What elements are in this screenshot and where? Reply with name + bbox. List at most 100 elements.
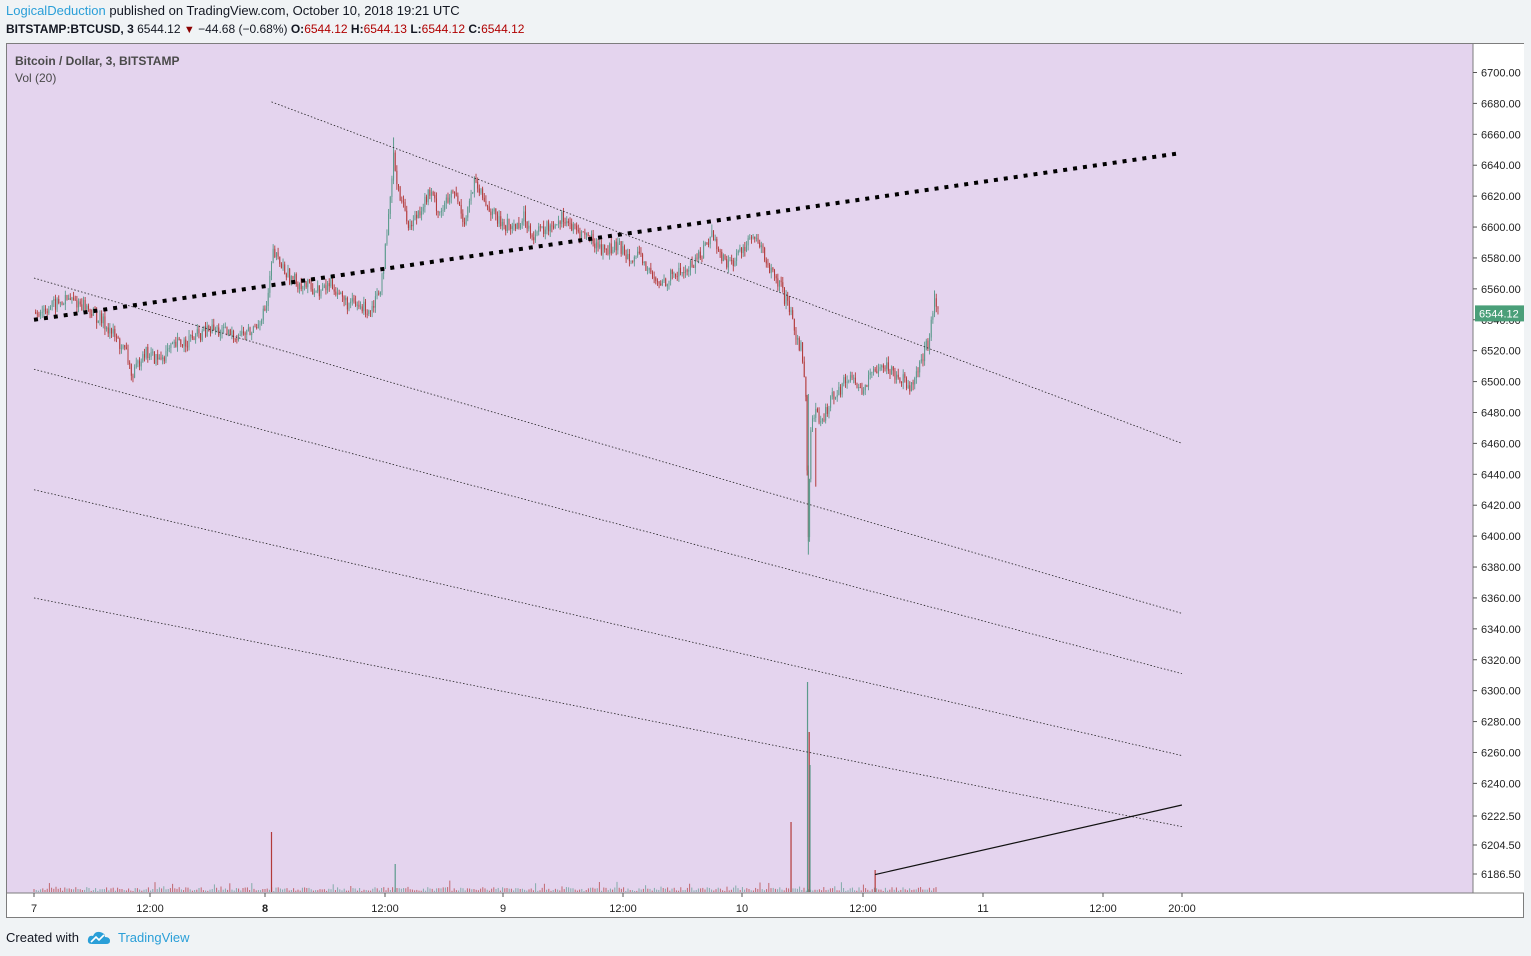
- candle-body: [810, 430, 812, 480]
- candle-body: [524, 211, 526, 222]
- candle-body: [462, 213, 464, 223]
- candle-body: [590, 233, 592, 239]
- candle-body: [340, 292, 342, 295]
- candle-body: [788, 300, 790, 312]
- created-with-label: Created with: [6, 930, 79, 945]
- time-tick-label: 7: [31, 903, 37, 915]
- candle-body: [233, 330, 235, 339]
- candle-body: [125, 347, 127, 350]
- candle-body: [851, 375, 853, 378]
- candle-body: [140, 361, 142, 367]
- candle-body: [473, 178, 475, 193]
- candle-body: [666, 284, 668, 287]
- price-tick-label: 6300.00: [1481, 686, 1521, 698]
- candle-body: [167, 348, 169, 352]
- candle-body: [69, 298, 71, 300]
- candle-body: [381, 273, 383, 293]
- candle-body: [777, 278, 779, 287]
- candle-body: [467, 207, 469, 218]
- candle-body: [633, 256, 635, 262]
- low-label: L:: [410, 22, 422, 36]
- candle-body: [551, 225, 553, 227]
- candle-body: [421, 211, 423, 216]
- candle-body: [228, 329, 230, 335]
- candle-body: [882, 365, 884, 368]
- candle-body: [208, 325, 210, 332]
- candle-body: [435, 198, 437, 211]
- candle-body: [869, 372, 871, 376]
- candle-body: [404, 202, 406, 211]
- candle-body: [574, 224, 576, 226]
- candle-body: [752, 236, 754, 238]
- candle-body: [518, 222, 520, 229]
- candle-body: [937, 306, 939, 309]
- candle-body: [521, 221, 523, 225]
- candle-body: [328, 283, 330, 287]
- price-tick-label: 6280.00: [1481, 717, 1521, 729]
- candle-body: [531, 235, 533, 238]
- candle-body: [440, 210, 442, 212]
- candle-body: [538, 226, 540, 232]
- candle-body: [148, 356, 150, 358]
- candle-body: [315, 291, 317, 293]
- candle-body: [139, 360, 141, 367]
- candle-body: [815, 408, 817, 418]
- candle-body: [399, 186, 401, 201]
- candle-body: [559, 221, 561, 224]
- candle-body: [186, 346, 188, 348]
- candle-body: [508, 218, 510, 225]
- candle-body: [459, 201, 461, 205]
- candle-body: [493, 208, 495, 212]
- candle-body: [87, 305, 89, 309]
- tradingview-link[interactable]: TradingView: [87, 930, 190, 945]
- price-tick-label: 6240.00: [1481, 778, 1521, 790]
- candle-body: [658, 281, 660, 284]
- time-tick-label: 9: [500, 903, 506, 915]
- candle-body: [764, 247, 766, 261]
- candle-body: [43, 308, 45, 312]
- open-label: O:: [290, 22, 305, 36]
- candle-body: [904, 374, 906, 378]
- candle-body: [289, 268, 291, 285]
- candle-body: [353, 298, 355, 302]
- candle-body: [147, 346, 149, 358]
- candle-body: [831, 392, 833, 397]
- candle-body: [130, 364, 132, 376]
- candle-body: [206, 325, 208, 337]
- price-tick-label: 6680.00: [1481, 98, 1521, 110]
- candle-body: [668, 280, 670, 285]
- candle-body: [625, 254, 627, 260]
- time-tick-label: 12:00: [849, 903, 877, 915]
- candle-body: [803, 361, 805, 378]
- publish-header: LogicalDeduction published on TradingVie…: [6, 3, 460, 19]
- candle-body: [419, 211, 421, 216]
- candle-body: [214, 328, 216, 331]
- candle-body: [503, 221, 505, 226]
- candle-body: [501, 221, 503, 227]
- candle-body: [526, 221, 528, 229]
- candle-body: [180, 339, 182, 345]
- candle-body: [813, 417, 815, 419]
- candle-body: [640, 253, 642, 255]
- candle-body: [274, 248, 276, 258]
- candle-body: [886, 362, 888, 369]
- candle-body: [196, 329, 198, 335]
- candle-body: [902, 374, 904, 384]
- candle-body: [638, 251, 640, 254]
- candle-body: [495, 208, 497, 215]
- candle-body: [48, 309, 50, 314]
- candle-body: [120, 348, 122, 350]
- candle-body: [792, 310, 794, 319]
- time-tick-label: 20:00: [1168, 903, 1196, 915]
- candle-body: [412, 220, 414, 227]
- candle-body: [305, 282, 307, 288]
- candle-body: [778, 280, 780, 287]
- trend-line-4: [33, 489, 1183, 756]
- candle-body: [623, 246, 625, 255]
- author-link[interactable]: LogicalDeduction: [6, 3, 106, 18]
- trend-line-5: [33, 597, 1182, 828]
- candle-body: [924, 347, 926, 362]
- candle-body: [74, 299, 76, 301]
- candle-body: [536, 231, 538, 235]
